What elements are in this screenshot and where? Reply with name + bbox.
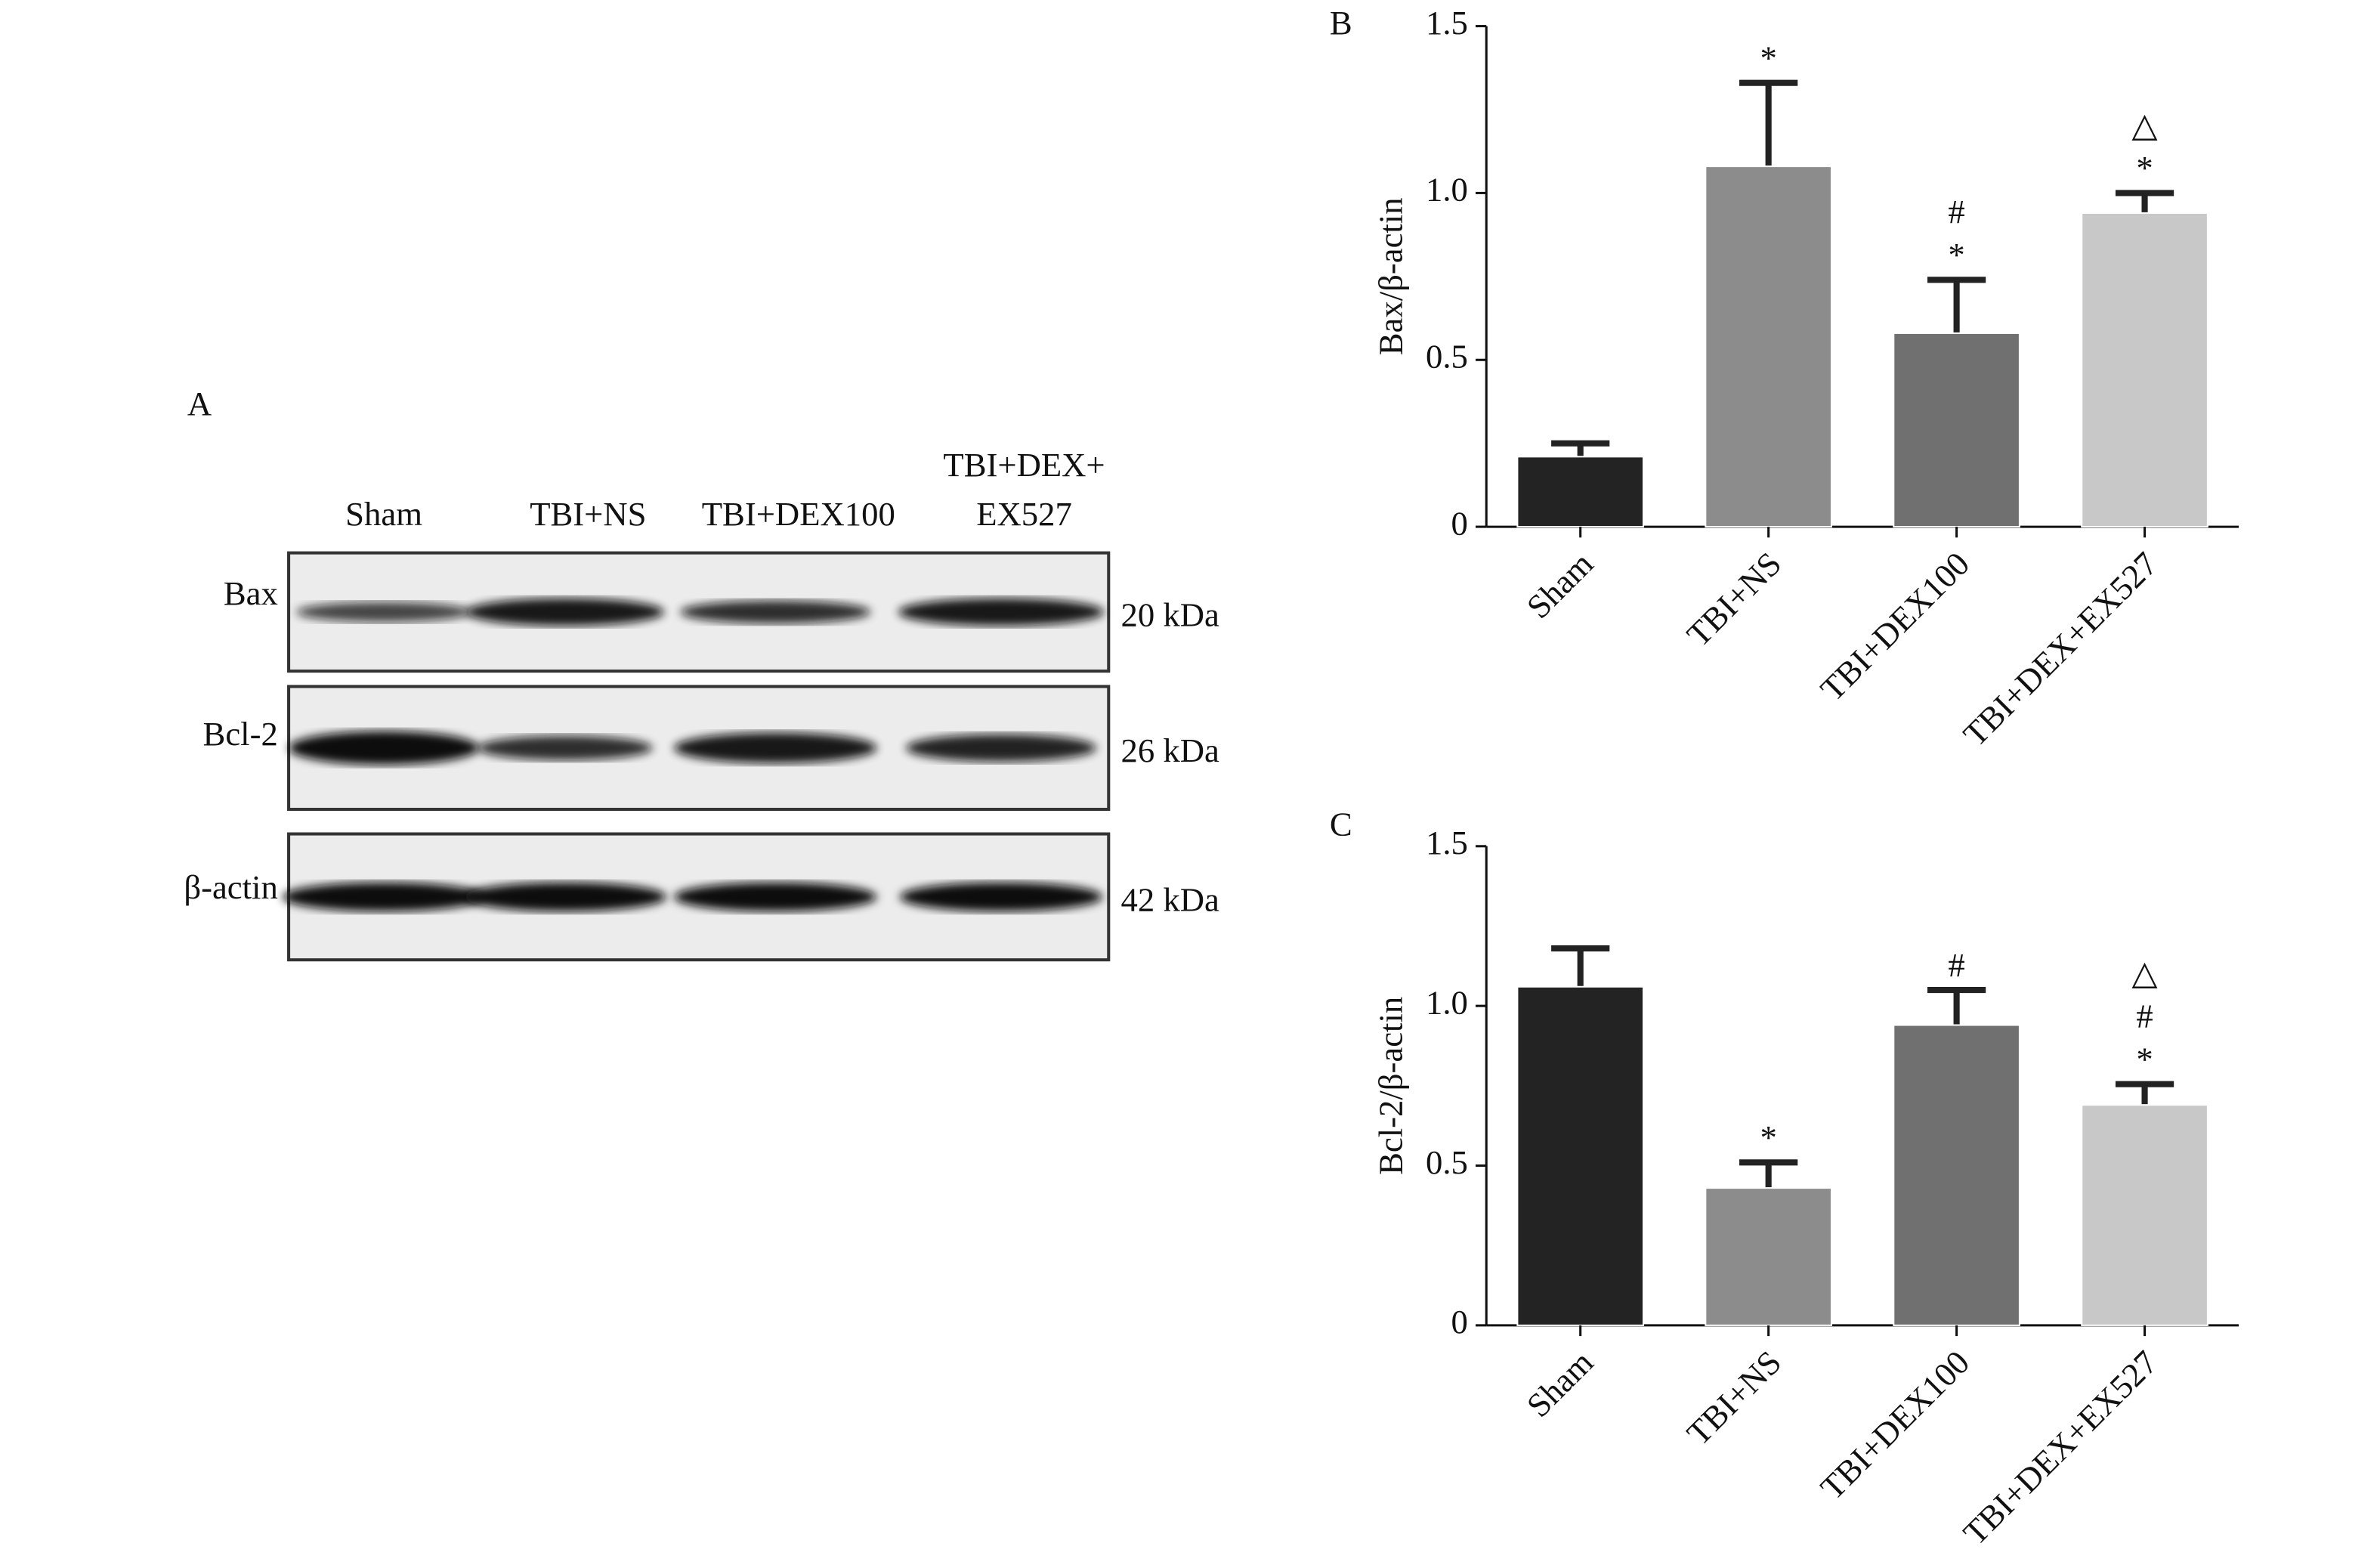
annotation: * xyxy=(1948,236,1964,274)
y-tick-label: 0.5 xyxy=(1426,338,1468,376)
bar xyxy=(1516,985,1645,1326)
y-tick-label: 1.5 xyxy=(1426,4,1468,42)
bar xyxy=(1516,456,1645,528)
lane-label: Sham xyxy=(345,495,422,533)
protein-label: Bcl-2 xyxy=(203,715,278,753)
y-axis-label: Bax/β-actin xyxy=(1372,197,1410,355)
lane-label: TBI+NS xyxy=(530,495,646,533)
panel-label: C xyxy=(1330,806,1352,843)
band xyxy=(282,882,486,912)
y-tick-label: 1.0 xyxy=(1426,171,1468,209)
bar xyxy=(1893,332,2020,528)
band xyxy=(463,882,666,912)
bar xyxy=(2081,1104,2208,1326)
band xyxy=(899,882,1103,912)
size-label: 42 kDa xyxy=(1121,880,1219,918)
annotation: * xyxy=(2136,149,2153,187)
y-tick-label: 0 xyxy=(1451,504,1467,542)
band xyxy=(478,735,653,760)
bar xyxy=(1705,165,1832,528)
band xyxy=(465,598,664,626)
band xyxy=(289,731,480,765)
panel-label: A xyxy=(187,385,212,422)
protein-label: β-actin xyxy=(184,868,277,906)
size-label: 26 kDa xyxy=(1121,731,1219,769)
y-tick-label: 1.5 xyxy=(1426,824,1468,861)
annotation: # xyxy=(1948,193,1964,230)
lane-label: EX527 xyxy=(976,495,1072,533)
x-tick-label: Sham xyxy=(1519,545,1601,626)
lane-label: TBI+DEX100 xyxy=(702,495,895,533)
panel-label: B xyxy=(1330,4,1352,42)
annotation: * xyxy=(1760,1118,1776,1156)
annotation: * xyxy=(1760,39,1776,76)
band xyxy=(674,732,877,764)
bar xyxy=(2081,212,2208,528)
y-tick-label: 0.5 xyxy=(1426,1143,1468,1181)
annotation: △ xyxy=(2131,106,2158,144)
x-tick-label: TBI+NS xyxy=(1680,545,1788,654)
x-tick-label: TBI+DEX+EX527 xyxy=(1956,1344,2165,1552)
y-tick-label: 1.0 xyxy=(1426,983,1468,1021)
band xyxy=(296,602,471,623)
x-tick-label: TBI+DEX100 xyxy=(1813,1344,1977,1507)
lane-label: TBI+DEX+ xyxy=(943,446,1105,484)
size-label: 20 kDa xyxy=(1121,595,1219,633)
band xyxy=(674,882,877,912)
annotation: △ xyxy=(2131,954,2158,992)
annotation: # xyxy=(1948,946,1964,984)
band xyxy=(898,598,1105,626)
x-tick-label: Sham xyxy=(1519,1343,1601,1424)
y-tick-label: 0 xyxy=(1451,1303,1467,1341)
y-axis-label: Bcl-2/β-actin xyxy=(1372,997,1410,1175)
protein-label: Bax xyxy=(224,574,278,612)
annotation: # xyxy=(2136,997,2153,1035)
x-tick-label: TBI+DEX+EX527 xyxy=(1956,545,2165,753)
bar xyxy=(1705,1187,1832,1326)
x-tick-label: TBI+DEX100 xyxy=(1813,545,1977,708)
band xyxy=(906,734,1097,762)
x-tick-label: TBI+NS xyxy=(1680,1344,1788,1452)
band xyxy=(680,600,871,624)
bar xyxy=(1893,1024,2020,1326)
annotation: * xyxy=(2136,1041,2153,1078)
